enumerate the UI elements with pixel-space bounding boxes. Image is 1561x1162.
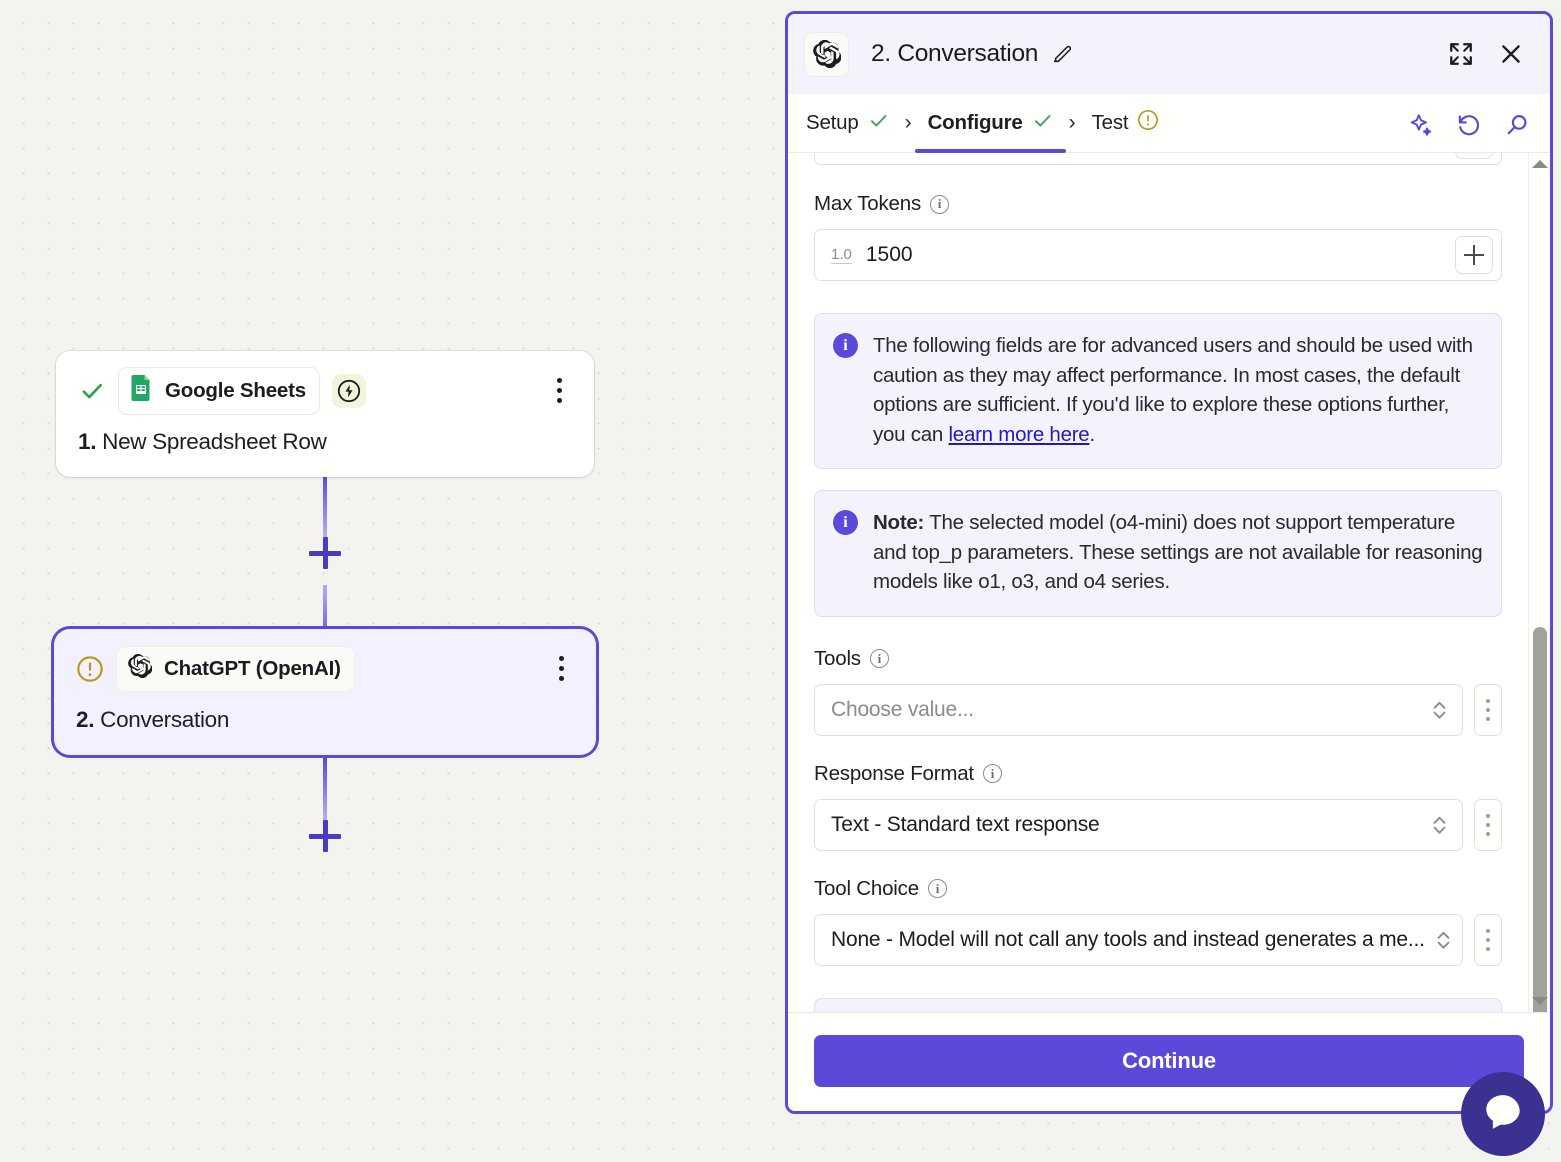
advanced-fields-notice: i The following fields are for advanced … — [814, 313, 1502, 469]
sparkles-icon[interactable] — [1408, 112, 1434, 138]
add-step-between-1-and-2[interactable] — [309, 537, 341, 569]
scroll-up-arrow-icon[interactable] — [1532, 157, 1548, 171]
previous-field-clipped[interactable] — [814, 153, 1502, 165]
learn-more-link[interactable]: learn more here — [948, 422, 1090, 446]
field-tools: Tools i Choose value... — [814, 647, 1502, 736]
node-step-name-1: New Spreadsheet Row — [102, 429, 327, 454]
response-format-label-row: Response Format i — [814, 762, 1502, 786]
chevron-right-icon: › — [904, 111, 912, 134]
node-step-title-2: 2. Conversation — [76, 707, 574, 733]
tools-menu-button[interactable] — [1474, 683, 1502, 736]
tab-label: Test — [1091, 111, 1129, 134]
max-tokens-label-row: Max Tokens i — [814, 192, 1502, 216]
field-response-format: Response Format i Text - Standard text r… — [814, 762, 1502, 851]
info-circle-filled-icon: i — [833, 510, 858, 535]
info-circle-icon[interactable]: i — [930, 194, 950, 214]
warning-exclamation-icon — [76, 655, 104, 683]
pencil-icon[interactable] — [1051, 43, 1073, 65]
field-label-text: Max Tokens — [814, 192, 922, 215]
chat-support-button[interactable] — [1461, 1072, 1545, 1156]
tab-configure[interactable]: Configure — [914, 94, 1066, 153]
app-chip-chatgpt[interactable]: ChatGPT (OpenAI) — [116, 646, 355, 692]
tools-placeholder: Choose value... — [831, 697, 974, 721]
test-duration-notice: i When testing the action, it will run f… — [814, 997, 1502, 1012]
max-tokens-value: 1500 — [865, 243, 913, 266]
chevron-up-down-icon — [1421, 814, 1448, 836]
connector-line-1a — [323, 475, 327, 537]
connector-line-1b — [323, 585, 327, 647]
warning-exclamation-icon — [1137, 109, 1159, 137]
node-step-title-1: 1. New Spreadsheet Row — [78, 429, 572, 455]
previous-field-add-button[interactable] — [1455, 153, 1493, 159]
openai-icon — [804, 31, 849, 77]
magnifier-icon[interactable] — [1504, 112, 1530, 138]
info-circle-filled-icon: i — [833, 333, 858, 358]
workflow-node-google-sheets[interactable]: Google Sheets 1. New Spreadsheet Row — [56, 351, 594, 477]
field-label-text: Tool Choice — [814, 876, 919, 900]
node-menu-button-1[interactable] — [546, 375, 572, 405]
response-format-select[interactable]: Text - Standard text response — [814, 798, 1463, 851]
chat-bubble-icon — [1480, 1089, 1526, 1140]
app-chip-google-sheets[interactable]: Google Sheets — [118, 367, 320, 415]
chevron-up-down-icon — [1421, 699, 1448, 721]
wizard-tabs: Setup › Configure › Test — [788, 94, 1550, 153]
model-note-text: Note: The selected model (o4-mini) does … — [873, 511, 1483, 593]
panel-header: 2. Conversation — [788, 14, 1550, 94]
add-step-after-2[interactable] — [309, 820, 341, 852]
workflow-node-chatgpt-openai[interactable]: ChatGPT (OpenAI) 2. Conversation — [54, 629, 596, 755]
max-tokens-add-button[interactable] — [1455, 236, 1493, 274]
connector-line-2 — [323, 758, 327, 820]
node-step-number-2: 2. — [76, 707, 95, 732]
response-format-menu-button[interactable] — [1474, 798, 1502, 851]
tab-label: Configure — [927, 111, 1023, 134]
tab-setup[interactable]: Setup — [788, 94, 902, 152]
node-step-number-1: 1. — [78, 429, 97, 454]
info-circle-icon[interactable]: i — [982, 764, 1002, 783]
chevron-up-down-icon — [1425, 929, 1452, 951]
max-tokens-input[interactable]: 1.0 1500 — [814, 229, 1502, 281]
app-name-label: Google Sheets — [165, 379, 306, 402]
panel-scroll-body: Max Tokens i 1.0 1500 i The following fi… — [788, 153, 1550, 1012]
instant-trigger-bolt-icon — [331, 374, 366, 408]
field-label-text: Response Format — [814, 761, 974, 785]
chevron-right-icon-2: › — [1068, 111, 1076, 134]
tool-choice-select[interactable]: None - Model will not call any tools and… — [814, 913, 1463, 966]
config-fields-container: Max Tokens i 1.0 1500 i The following fi… — [788, 153, 1528, 1012]
field-tool-choice: Tool Choice i None - Model will not call… — [814, 877, 1502, 966]
info-circle-icon[interactable]: i — [869, 649, 889, 668]
google-sheets-icon — [130, 375, 153, 407]
model-note-notice: i Note: The selected model (o4-mini) doe… — [814, 490, 1502, 617]
continue-button[interactable]: Continue — [814, 1035, 1524, 1087]
openai-icon — [128, 653, 153, 684]
page-title: 2. Conversation — [871, 40, 1039, 67]
scroll-thumb[interactable] — [1533, 627, 1547, 1012]
tool-choice-label-row: Tool Choice i — [814, 877, 1502, 901]
advanced-notice-text: The following fields are for advanced us… — [873, 334, 1473, 446]
field-max-tokens: Max Tokens i 1.0 1500 — [814, 192, 1502, 281]
check-icon — [1032, 110, 1053, 137]
undo-circular-arrow-icon[interactable] — [1456, 112, 1482, 138]
value-tag: 1.0 — [831, 245, 852, 265]
response-format-value: Text - Standard text response — [831, 812, 1100, 836]
panel-footer: Continue — [788, 1012, 1550, 1111]
check-icon — [78, 377, 106, 405]
tab-label: Setup — [806, 111, 859, 134]
field-label-text: Tools — [814, 646, 861, 670]
expand-fullscreen-icon[interactable] — [1444, 37, 1478, 71]
info-circle-icon[interactable]: i — [927, 879, 947, 898]
node-menu-button-2[interactable] — [548, 653, 574, 683]
scroll-down-arrow-icon[interactable] — [1532, 994, 1548, 1008]
check-icon — [868, 110, 889, 137]
app-name-label: ChatGPT (OpenAI) — [164, 657, 341, 680]
previous-field-input[interactable] — [814, 153, 1502, 165]
tab-test[interactable]: Test — [1079, 94, 1173, 152]
tools-label-row: Tools i — [814, 647, 1502, 671]
panel-scrollbar[interactable] — [1528, 153, 1550, 1012]
close-x-icon[interactable] — [1494, 37, 1528, 71]
tools-select[interactable]: Choose value... — [814, 683, 1463, 736]
tool-choice-menu-button[interactable] — [1474, 913, 1502, 966]
node-step-name-2: Conversation — [100, 707, 230, 732]
tool-choice-value: None - Model will not call any tools and… — [831, 927, 1425, 951]
action-config-panel: 2. Conversation Setup — [785, 11, 1553, 1114]
